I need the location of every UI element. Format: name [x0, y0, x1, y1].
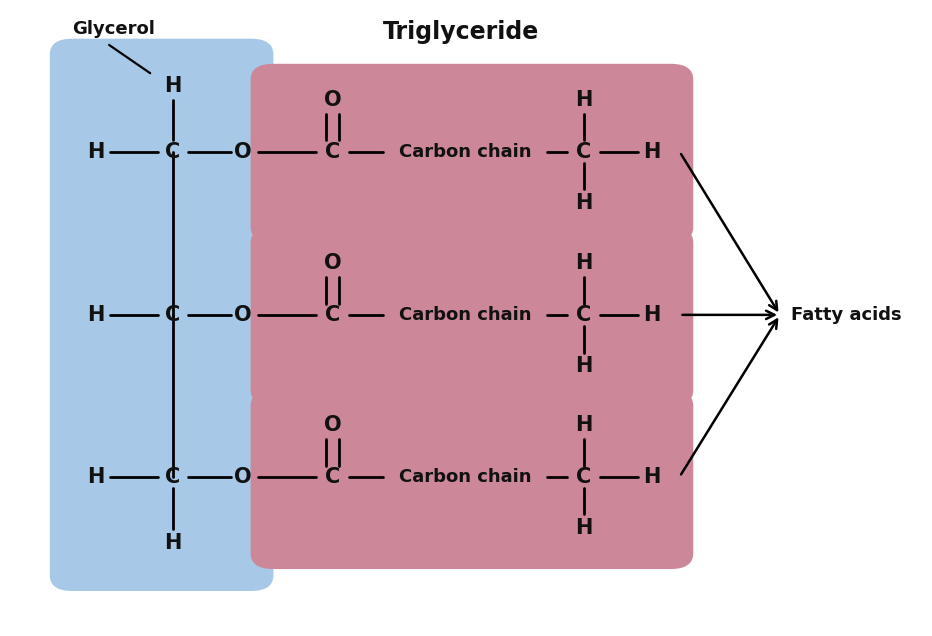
Text: O: O [235, 305, 253, 325]
Text: C: C [165, 305, 181, 325]
Text: H: H [575, 518, 593, 538]
Text: H: H [164, 76, 182, 96]
Text: C: C [325, 467, 340, 487]
Text: Triglyceride: Triglyceride [382, 20, 539, 44]
FancyBboxPatch shape [251, 390, 693, 569]
FancyBboxPatch shape [49, 39, 273, 591]
Text: H: H [575, 253, 593, 273]
Text: O: O [235, 142, 253, 162]
Text: C: C [165, 467, 181, 487]
FancyBboxPatch shape [251, 64, 693, 243]
Text: O: O [324, 90, 341, 110]
Text: O: O [235, 467, 253, 487]
Text: O: O [324, 415, 341, 435]
Text: H: H [643, 142, 661, 162]
Text: H: H [164, 533, 182, 553]
Text: H: H [87, 467, 104, 487]
Text: H: H [575, 193, 593, 213]
Text: H: H [575, 90, 593, 110]
Text: C: C [325, 142, 340, 162]
Text: H: H [643, 467, 661, 487]
Text: H: H [643, 305, 661, 325]
Text: Carbon chain: Carbon chain [399, 468, 531, 486]
Text: C: C [576, 467, 592, 487]
Text: Fatty acids: Fatty acids [791, 306, 901, 324]
FancyBboxPatch shape [251, 227, 693, 406]
Text: C: C [576, 142, 592, 162]
Text: H: H [87, 305, 104, 325]
Text: Carbon chain: Carbon chain [399, 142, 531, 161]
Text: H: H [575, 356, 593, 377]
Text: O: O [324, 253, 341, 273]
Text: Glycerol: Glycerol [73, 20, 156, 38]
Text: C: C [325, 305, 340, 325]
Text: Carbon chain: Carbon chain [399, 306, 531, 324]
Text: H: H [87, 142, 104, 162]
Text: H: H [575, 415, 593, 435]
Text: C: C [576, 305, 592, 325]
Text: C: C [165, 142, 181, 162]
